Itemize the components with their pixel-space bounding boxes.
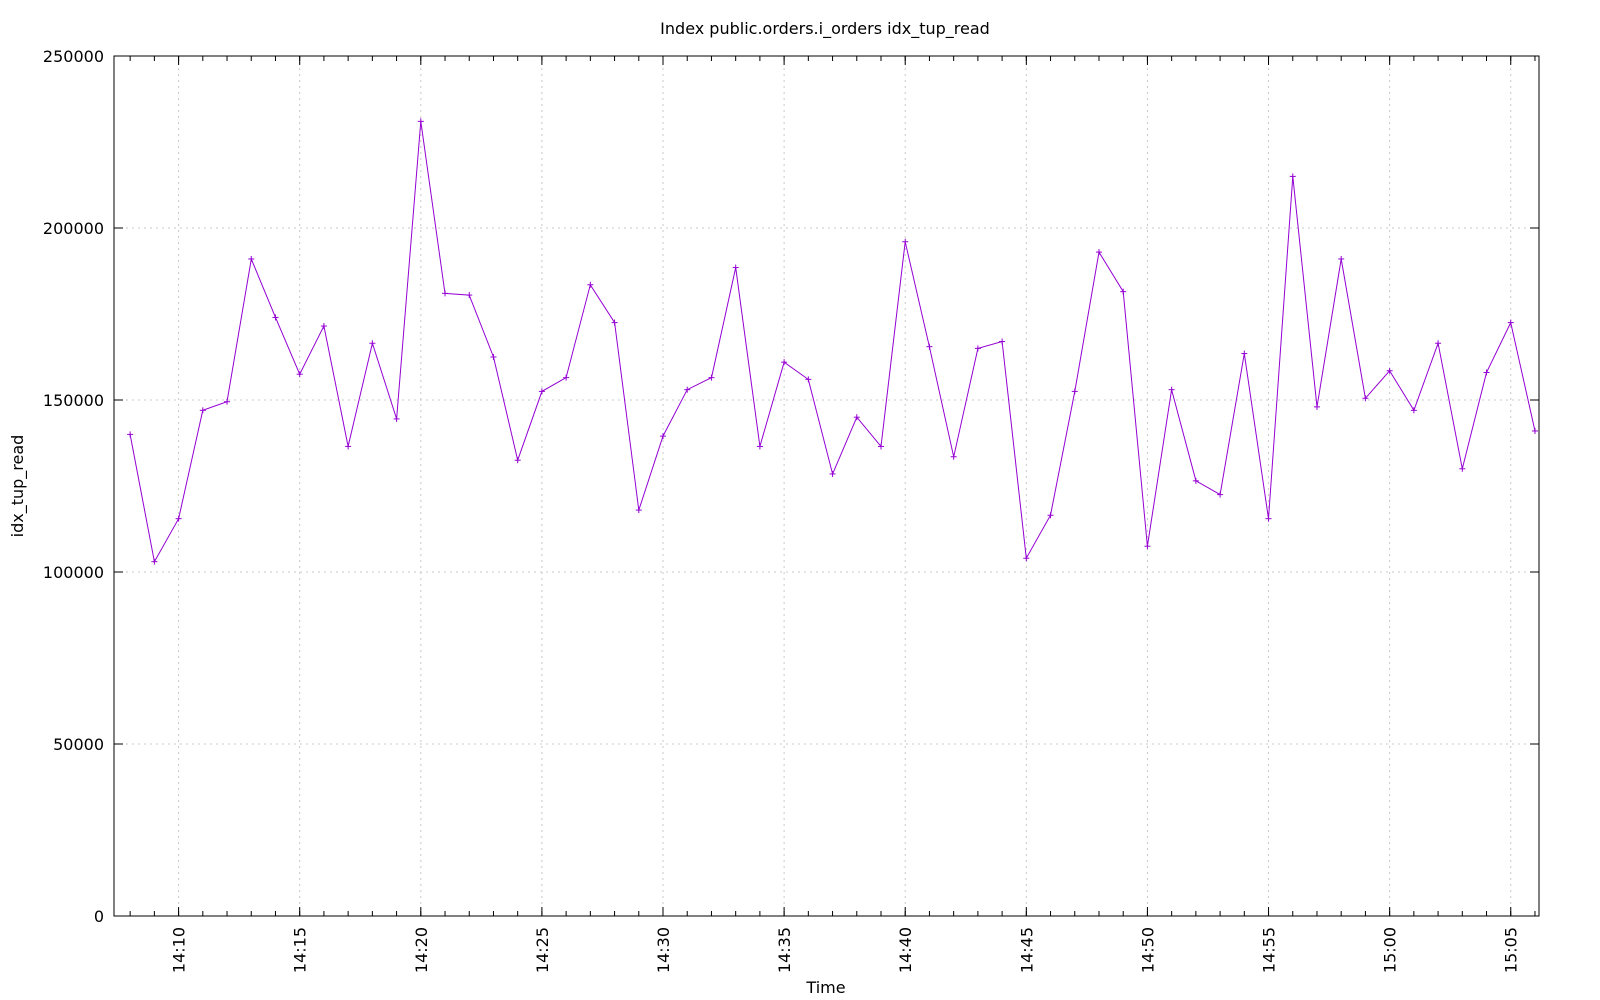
axis-ticks (114, 55, 1539, 917)
data-point (1071, 388, 1078, 395)
y-tick-label: 0 (94, 907, 104, 926)
data-point (199, 407, 206, 414)
data-point (1192, 477, 1199, 484)
data-point (1217, 491, 1224, 498)
data-point (853, 414, 860, 421)
data-point (660, 433, 667, 440)
data-point (1386, 367, 1393, 374)
data-point (1338, 255, 1345, 262)
data-point (1023, 555, 1030, 562)
data-point (902, 238, 909, 245)
data-point (950, 453, 957, 460)
data-point (1289, 173, 1296, 180)
data-point (1047, 512, 1054, 519)
x-tick-label: 14:10 (170, 927, 189, 973)
data-point (1313, 403, 1320, 410)
x-tick-label: 14:50 (1138, 927, 1157, 973)
data-point (999, 338, 1006, 345)
data-point (1095, 249, 1102, 256)
data-point (345, 443, 352, 450)
data-point (248, 255, 255, 262)
x-tick-label: 14:15 (291, 927, 310, 973)
data-point (1459, 465, 1466, 472)
x-tick-label: 15:05 (1502, 927, 1521, 973)
data-point (684, 386, 691, 393)
data-point (224, 398, 231, 405)
data-point (563, 374, 570, 381)
data-point (393, 415, 400, 422)
grid (114, 56, 1539, 916)
data-point (732, 264, 739, 271)
data-point (490, 354, 497, 360)
y-tick-label: 250000 (43, 47, 104, 66)
data-point (1144, 543, 1151, 550)
data-point (127, 431, 134, 438)
tick-labels: 0 50000 100000 150000 200000 250000 14:10 14:15… (43, 47, 1521, 973)
data-point (829, 470, 836, 477)
data-point (587, 281, 594, 288)
data-point (1362, 395, 1369, 402)
data-point (296, 371, 303, 378)
data-point (175, 515, 182, 522)
x-tick-label: 15:00 (1381, 927, 1400, 973)
data-point (781, 359, 788, 366)
y-tick-label: 100000 (43, 563, 104, 582)
chart-title: Index public.orders.i_orders idx_tup_rea… (660, 19, 990, 39)
data-point (1265, 515, 1272, 522)
data-point (611, 319, 618, 326)
series-layer (127, 118, 1538, 565)
data-point (538, 388, 545, 395)
x-tick-label: 14:20 (412, 927, 431, 973)
data-point (466, 292, 473, 299)
x-tick-label: 14:40 (896, 927, 915, 973)
data-point (805, 376, 812, 383)
y-tick-label: 150000 (43, 391, 104, 410)
plot-frame (113, 55, 1540, 917)
data-point (877, 443, 884, 450)
data-point (151, 558, 158, 565)
x-tick-label: 14:45 (1017, 927, 1036, 973)
data-point (974, 345, 981, 352)
y-axis-label: idx_tup_read (8, 435, 28, 538)
data-point (1241, 350, 1248, 357)
data-point (1507, 319, 1514, 326)
x-tick-label: 14:25 (533, 927, 552, 973)
data-point (369, 340, 376, 347)
data-point (417, 118, 424, 125)
data-point (1435, 340, 1442, 347)
data-point (756, 443, 763, 450)
data-point (1168, 386, 1175, 393)
data-point (1120, 288, 1127, 295)
data-point (1410, 407, 1417, 414)
data-point (1531, 427, 1538, 434)
data-point (926, 343, 933, 350)
y-tick-label: 50000 (53, 735, 104, 754)
data-point (635, 507, 642, 514)
data-point (272, 314, 279, 321)
x-axis-label: Time (805, 978, 845, 997)
data-point (708, 374, 715, 381)
data-point (1483, 369, 1490, 376)
data-point (514, 457, 521, 464)
y-tick-label: 200000 (43, 219, 104, 238)
data-point (442, 290, 449, 297)
x-tick-label: 14:55 (1260, 927, 1279, 973)
series-line (129, 121, 1536, 564)
data-point (320, 323, 327, 330)
x-tick-label: 14:30 (654, 927, 673, 973)
x-tick-label: 14:35 (775, 927, 794, 973)
